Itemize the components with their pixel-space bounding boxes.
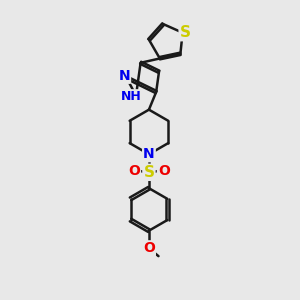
Text: NH: NH	[121, 90, 142, 103]
Text: O: O	[128, 164, 140, 178]
Text: O: O	[158, 164, 170, 178]
Text: S: S	[180, 25, 191, 40]
Text: N: N	[118, 69, 130, 83]
Text: O: O	[143, 241, 155, 255]
Text: S: S	[143, 165, 155, 180]
Text: N: N	[143, 147, 155, 161]
